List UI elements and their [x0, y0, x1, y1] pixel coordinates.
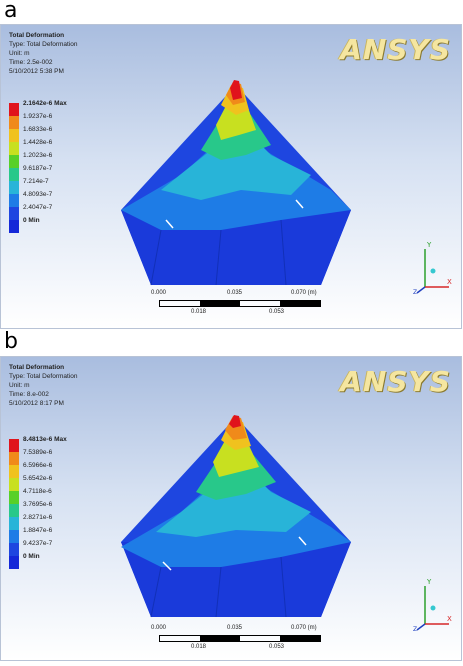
result-date: 5/10/2012 5:38 PM — [9, 68, 64, 75]
legend-swatch — [9, 103, 19, 116]
legend-swatch — [9, 517, 19, 530]
legend-swatch — [9, 504, 19, 517]
legend-label: 7.5389e-6 — [23, 449, 53, 456]
scale-bar: 0.000 0.035 0.070 (m) 0.018 0.053 — [151, 625, 321, 655]
legend-swatch — [9, 543, 19, 556]
scale-label-1: 0.035 — [227, 625, 243, 631]
legend-swatch — [9, 194, 19, 207]
panel-a-viewport[interactable]: ANSYS Total Deformation Type: Total Defo… — [0, 24, 462, 329]
scale-label-2: 0.070 (m) — [291, 290, 317, 296]
legend-label: 9.6187e-7 — [23, 165, 53, 172]
scale-seg — [280, 301, 320, 306]
scale-label-b1: 0.018 — [191, 309, 207, 315]
legend-swatch — [9, 155, 19, 168]
legend-swatch — [9, 556, 19, 569]
legend-label: 2.8271e-6 — [23, 514, 53, 521]
legend-label: 0 Min — [23, 553, 40, 560]
ansys-logo: ANSYS — [340, 365, 451, 398]
panel-b-viewport[interactable]: ANSYS Total Deformation Type: Total Defo… — [0, 356, 462, 661]
legend-label: 3.7695e-6 — [23, 501, 53, 508]
legend-label: 0 Min — [23, 217, 40, 224]
legend-swatch — [9, 116, 19, 129]
legend-label: 8.4813e-6 Max — [23, 436, 67, 443]
deformed-model[interactable] — [121, 412, 351, 622]
result-unit: Unit: m — [9, 50, 30, 57]
triad-z-label: Z — [413, 626, 417, 632]
legend-swatch — [9, 465, 19, 478]
scale-bar: 0.000 0.035 0.070 (m) 0.018 0.053 — [151, 290, 321, 320]
result-title: Total Deformation — [9, 32, 65, 39]
axis-triad[interactable]: Y X Z — [413, 235, 453, 295]
legend-swatch — [9, 491, 19, 504]
legend-swatch — [9, 207, 19, 220]
legend-label: 1.9237e-6 — [23, 113, 53, 120]
triad-x-label: X — [447, 278, 452, 286]
legend-swatch — [9, 181, 19, 194]
result-unit: Unit: m — [9, 382, 30, 389]
legend-swatch — [9, 142, 19, 155]
triad-y-label: Y — [426, 241, 432, 249]
legend-swatch — [9, 220, 19, 233]
deformed-model[interactable] — [121, 80, 351, 290]
result-date: 5/10/2012 8:17 PM — [9, 400, 64, 407]
panel-b-letter: b — [4, 329, 18, 354]
result-info: Total Deformation Type: Total Deformatio… — [9, 31, 78, 76]
legend-swatch — [9, 168, 19, 181]
scale-label-1: 0.035 — [227, 290, 243, 296]
legend-label: 9.4237e-7 — [23, 540, 53, 547]
triad-x-label: X — [447, 615, 452, 623]
legend-label: 1.2023e-6 — [23, 152, 53, 159]
result-type: Type: Total Deformation — [9, 41, 78, 48]
triad-y-label: Y — [426, 578, 432, 586]
scale-label-0: 0.000 — [151, 625, 167, 631]
result-type: Type: Total Deformation — [9, 373, 78, 380]
scale-seg — [200, 301, 240, 306]
panel-a-letter: a — [4, 0, 18, 23]
scale-bar-track — [159, 300, 321, 307]
scale-bar-track — [159, 635, 321, 642]
legend-label: 1.4428e-6 — [23, 139, 53, 146]
legend-swatch — [9, 478, 19, 491]
legend-label: 1.6833e-6 — [23, 126, 53, 133]
result-title: Total Deformation — [9, 364, 65, 371]
legend-label: 5.6542e-6 — [23, 475, 53, 482]
result-info: Total Deformation Type: Total Deformatio… — [9, 363, 78, 408]
scale-label-b1: 0.018 — [191, 644, 207, 650]
scale-label-b2: 0.053 — [269, 644, 285, 650]
legend-swatch — [9, 129, 19, 142]
legend-swatch — [9, 452, 19, 465]
scale-seg — [200, 636, 240, 641]
legend-label: 4.8093e-7 — [23, 191, 53, 198]
result-time: Time: 2.5e-002 — [9, 59, 53, 66]
legend-label: 7.214e-7 — [23, 178, 49, 185]
triad-z-label: Z — [413, 289, 417, 295]
legend-swatch — [9, 439, 19, 452]
scale-label-0: 0.000 — [151, 290, 167, 296]
scale-seg — [280, 636, 320, 641]
legend-label: 2.4047e-7 — [23, 204, 53, 211]
legend-label: 4.7118e-6 — [23, 488, 52, 495]
legend-swatch — [9, 530, 19, 543]
ansys-logo: ANSYS — [340, 33, 451, 66]
scale-label-b2: 0.053 — [269, 309, 285, 315]
legend-label: 2.1642e-6 Max — [23, 100, 67, 107]
scale-label-2: 0.070 (m) — [291, 625, 317, 631]
axis-triad[interactable]: Y X Z — [413, 572, 453, 632]
legend-label: 6.5966e-6 — [23, 462, 53, 469]
legend-label: 1.8847e-6 — [23, 527, 53, 534]
result-time: Time: 8.e-002 — [9, 391, 49, 398]
